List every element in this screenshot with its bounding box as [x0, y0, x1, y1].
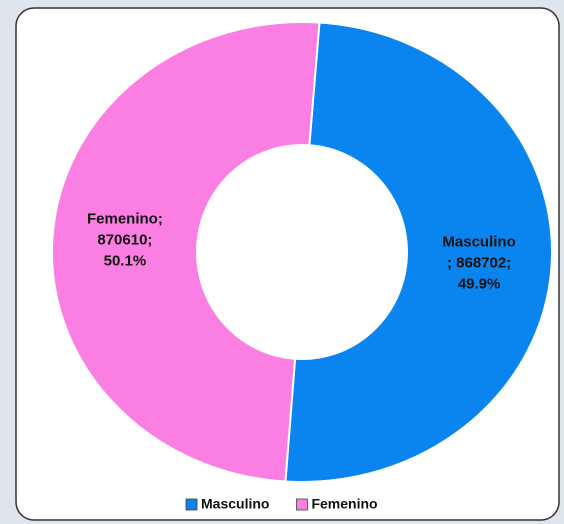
- legend-swatch: [185, 498, 198, 511]
- data-label-line: 870610;: [97, 232, 152, 249]
- data-label: Femenino; 870610; 50.1%: [87, 211, 163, 270]
- data-label-line: 49.9%: [458, 275, 501, 292]
- data-label-line: Femenino;: [87, 211, 163, 228]
- donut-slice: [284, 21, 554, 483]
- data-label-line: 50.1%: [104, 253, 147, 270]
- data-label-line: ; 868702;: [447, 254, 511, 271]
- legend-swatch: [296, 498, 308, 511]
- legend-label: Masculino: [201, 496, 269, 512]
- data-label-line: Masculino: [442, 233, 515, 250]
- legend-label: Femenino: [311, 496, 377, 512]
- data-label: Masculino ; 868702; 49.9%: [442, 233, 515, 292]
- donut-slice: [51, 21, 321, 483]
